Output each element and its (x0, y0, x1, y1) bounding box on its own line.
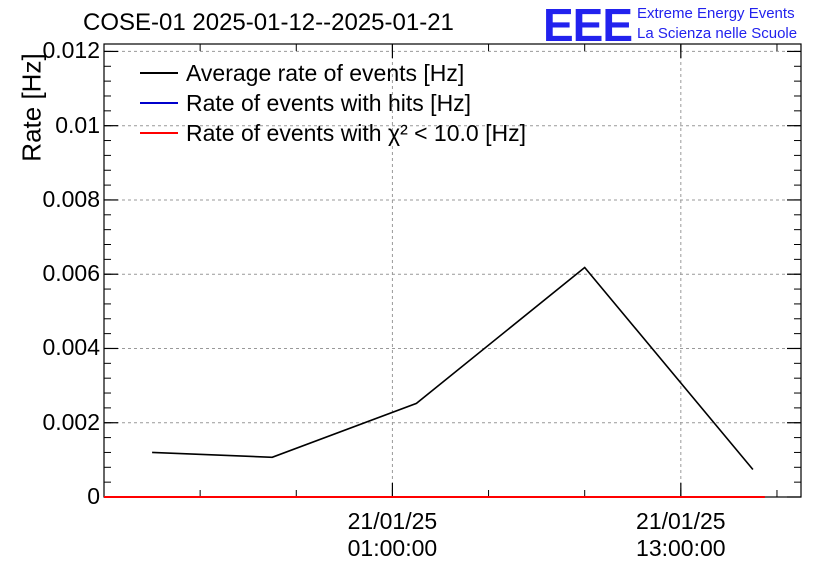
x-tick-time: 13:00:00 (636, 535, 726, 561)
x-tick-date: 21/01/25 (636, 508, 726, 534)
x-tick-date: 21/01/25 (347, 508, 438, 534)
y-tick-label: 0.008 (42, 185, 100, 212)
chart-title: COSE-01 2025-01-12--2025-01-21 (83, 9, 454, 36)
x-tick-time: 01:00:00 (347, 535, 438, 561)
logo-line-1: Extreme Energy Events (637, 5, 795, 22)
legend-swatch-average (140, 72, 178, 74)
y-tick-label: 0.012 (42, 37, 100, 64)
y-axis-label: Rate [Hz] (16, 53, 47, 162)
legend: Average rate of events [Hz] Rate of even… (140, 58, 526, 148)
legend-label-chi2: Rate of events with χ² < 10.0 [Hz] (186, 119, 526, 146)
y-tick-label: 0.004 (42, 334, 100, 361)
y-tick-label: 0.01 (55, 111, 100, 138)
legend-item-chi2: Rate of events with χ² < 10.0 [Hz] (140, 118, 526, 148)
y-tick-label: 0 (87, 483, 100, 509)
x-tick-label: 21/01/25 13:00:00 (621, 508, 741, 562)
legend-swatch-hits (140, 102, 178, 104)
legend-swatch-chi2 (140, 132, 178, 134)
legend-label-hits: Rate of events with hits [Hz] (186, 89, 472, 116)
legend-item-hits: Rate of events with hits [Hz] (140, 88, 526, 118)
legend-item-average: Average rate of events [Hz] (140, 58, 526, 88)
logo-line-2: La Scienza nelle Scuole (637, 25, 798, 42)
y-tick-label: 0.006 (42, 260, 100, 287)
y-tick-label: 0.002 (42, 408, 100, 435)
legend-label-average: Average rate of events [Hz] (186, 59, 465, 86)
logo-caption: Extreme Energy Events La Scienza nelle S… (637, 4, 797, 44)
eee-logo: EEE (543, 0, 633, 51)
x-tick-label: 21/01/25 01:00:00 (332, 508, 452, 562)
series-average-line (152, 266, 754, 471)
